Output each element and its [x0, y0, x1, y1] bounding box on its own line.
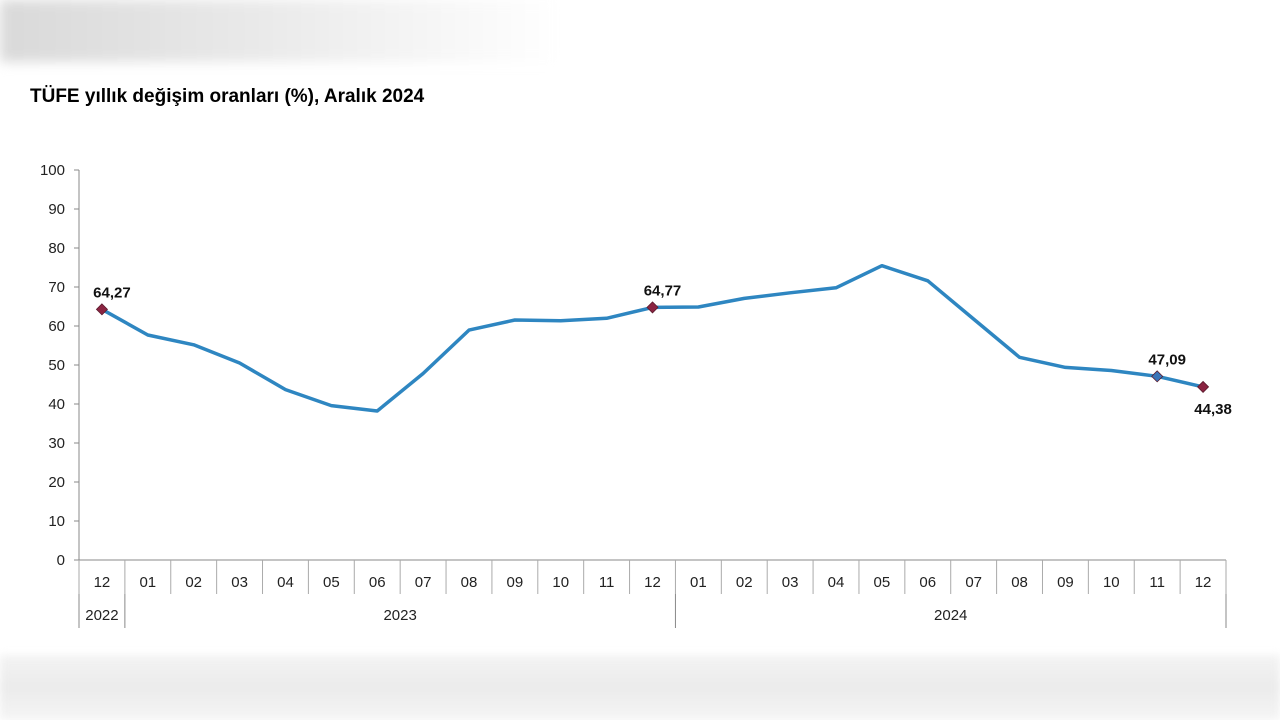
x-tick-label: 01: [139, 574, 156, 591]
data-point-marker: [1151, 370, 1164, 383]
y-tick-label: 100: [40, 162, 65, 179]
x-tick-label: 12: [1195, 574, 1212, 591]
y-tick-label: 60: [48, 318, 65, 335]
data-point-marker: [95, 303, 109, 316]
x-tick-label: 09: [1057, 574, 1074, 591]
x-tick-label: 10: [552, 574, 569, 591]
x-tick-label: 12: [94, 574, 111, 591]
x-tick-label: 09: [507, 574, 524, 591]
x-tick-label: 10: [1103, 574, 1120, 591]
y-tick-label: 30: [48, 435, 65, 452]
x-tick-label: 02: [185, 574, 202, 591]
data-label: 64,77: [644, 282, 682, 299]
x-tick-label: 03: [782, 574, 799, 591]
x-tick-label: 03: [231, 574, 248, 591]
blurred-bottom-band: [0, 655, 1280, 720]
x-tick-label: 02: [736, 574, 753, 591]
data-point-marker: [1196, 380, 1210, 393]
x-tick-label: 11: [599, 574, 615, 591]
x-tick-label: 05: [874, 574, 891, 591]
y-tick-label: 0: [57, 552, 65, 569]
x-tick-label: 08: [1011, 574, 1028, 591]
data-label: 44,38: [1194, 401, 1232, 418]
x-tick-label: 01: [690, 574, 707, 591]
y-tick-label: 90: [48, 201, 65, 218]
data-label: 64,27: [93, 284, 131, 301]
x-tick-label: 07: [415, 574, 432, 591]
y-tick-label: 70: [48, 279, 65, 296]
y-tick-label: 40: [48, 396, 65, 413]
y-tick-label: 10: [48, 513, 65, 530]
y-tick-label: 80: [48, 240, 65, 257]
data-label: 47,09: [1148, 351, 1186, 368]
year-label: 2024: [934, 607, 967, 624]
x-tick-label: 06: [919, 574, 936, 591]
y-tick-label: 50: [48, 357, 65, 374]
chart-title: TÜFE yıllık değişim oranları (%), Aralık…: [30, 86, 425, 107]
x-tick-label: 12: [644, 574, 661, 591]
x-tick-label: 04: [828, 574, 845, 591]
blurred-top-band: [0, 0, 560, 62]
x-tick-label: 11: [1149, 574, 1165, 591]
x-tick-label: 04: [277, 574, 294, 591]
x-tick-label: 06: [369, 574, 386, 591]
year-label: 2023: [383, 607, 416, 624]
year-label: 2022: [85, 607, 118, 624]
x-tick-label: 05: [323, 574, 340, 591]
data-point-marker: [646, 301, 659, 314]
x-tick-label: 08: [461, 574, 478, 591]
y-tick-label: 20: [48, 474, 65, 491]
x-tick-label: 07: [965, 574, 982, 591]
